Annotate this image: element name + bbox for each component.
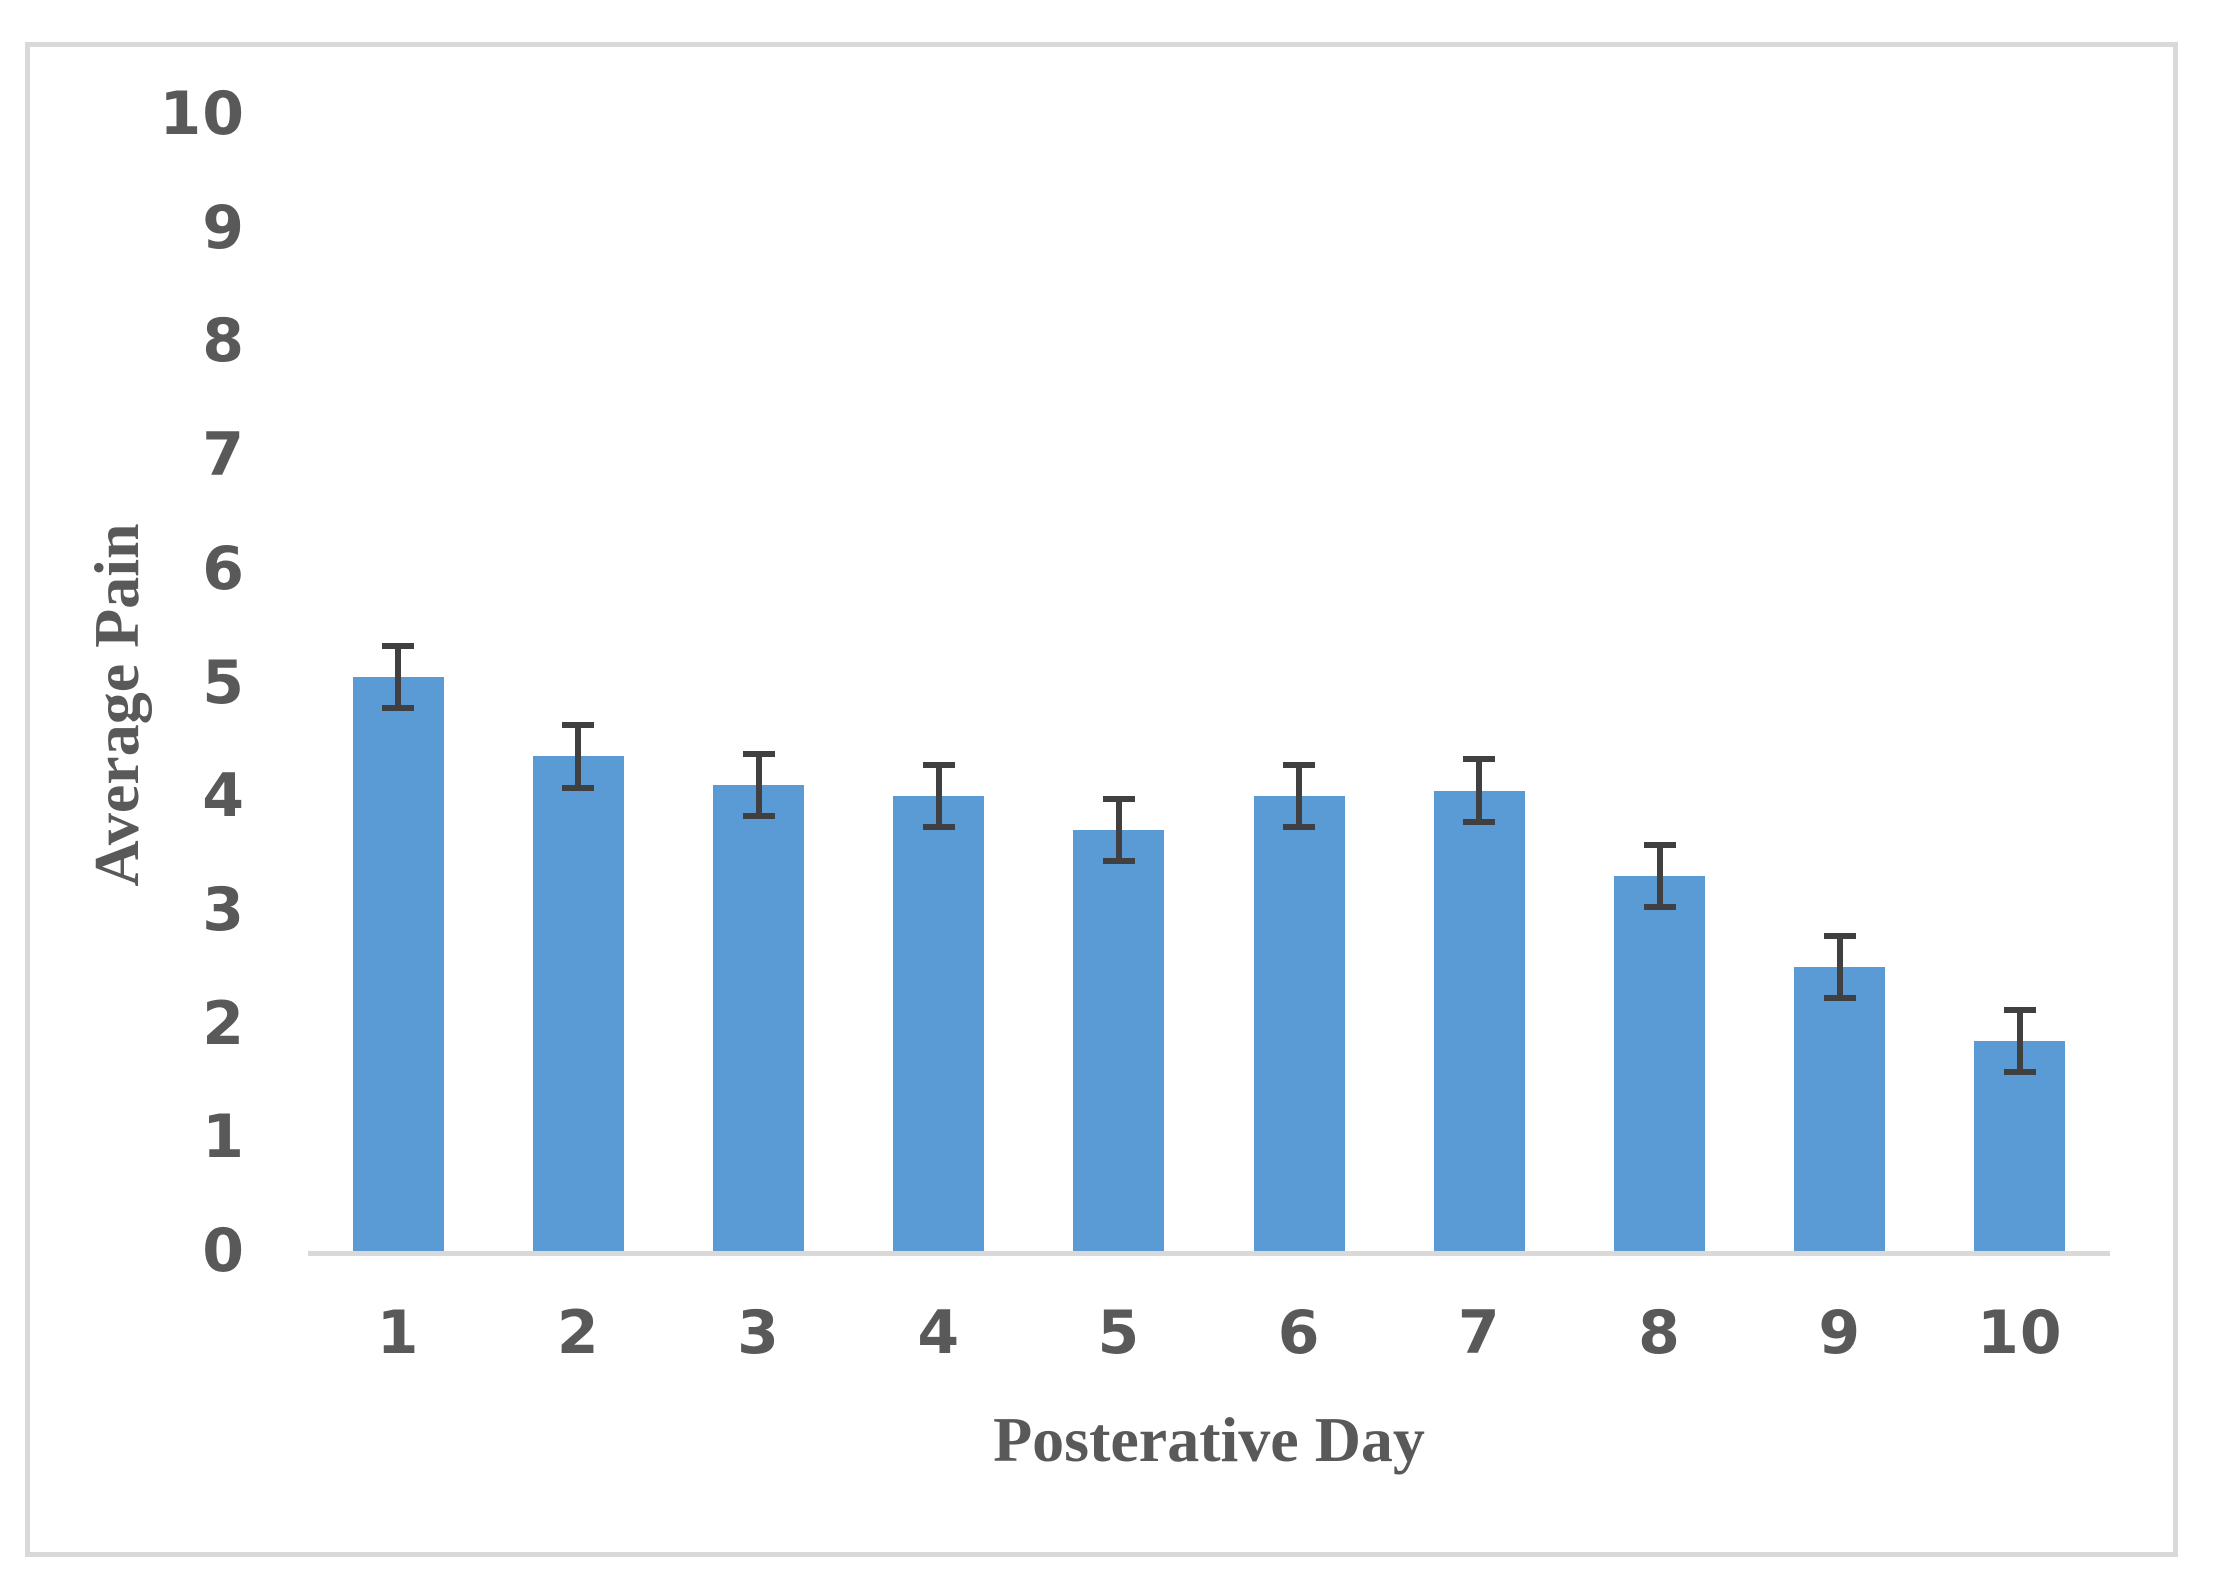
x-tick-label: 4 xyxy=(917,1298,961,1368)
x-tick-label: 5 xyxy=(1097,1298,1141,1368)
error-bar-stem xyxy=(935,762,942,831)
error-bar xyxy=(2003,1006,2036,1075)
error-bar-stem xyxy=(755,750,762,819)
error-bar-stem xyxy=(395,642,402,711)
error-bar-stem xyxy=(1836,932,1843,1001)
bar xyxy=(1794,966,1886,1251)
bar xyxy=(1433,790,1525,1251)
error-bar-stem xyxy=(575,722,582,791)
y-tick-label: 6 xyxy=(202,533,245,604)
y-tick-label: 0 xyxy=(202,1216,245,1286)
x-tick-label: 8 xyxy=(1638,1298,1681,1368)
error-bar xyxy=(1823,932,1856,1001)
error-bar xyxy=(562,722,595,791)
x-tick-label: 7 xyxy=(1457,1298,1501,1368)
y-tick-label: 8 xyxy=(202,306,245,377)
x-tick-label: 2 xyxy=(556,1298,600,1368)
y-tick-label: 1 xyxy=(202,1102,245,1173)
error-bar-stem xyxy=(1476,756,1483,825)
error-bar xyxy=(382,642,415,711)
y-tick-label: 10 xyxy=(159,79,245,149)
x-tick-label: 3 xyxy=(737,1298,780,1368)
error-bar xyxy=(1283,762,1316,831)
x-tick-label: 1 xyxy=(376,1298,420,1368)
bar xyxy=(532,756,624,1251)
x-axis-line xyxy=(308,1251,2110,1256)
error-bar xyxy=(1643,841,1676,910)
y-tick-label: 9 xyxy=(202,192,245,263)
bar xyxy=(1974,1040,2066,1251)
bar xyxy=(893,796,985,1251)
bar xyxy=(1073,830,1165,1251)
y-tick-label: 3 xyxy=(202,874,245,945)
error-bar xyxy=(922,762,955,831)
error-bar xyxy=(742,750,775,819)
y-tick-label: 5 xyxy=(202,647,245,718)
bar xyxy=(1614,875,1705,1251)
error-bar xyxy=(1463,756,1496,825)
bar xyxy=(1253,796,1345,1251)
x-tick-label: 10 xyxy=(1977,1298,2063,1368)
x-axis-title: Posterative Day xyxy=(993,1404,1425,1475)
error-bar-stem xyxy=(1296,762,1303,831)
y-tick-label: 7 xyxy=(202,420,245,491)
y-tick-label: 4 xyxy=(202,761,245,832)
error-bar-stem xyxy=(1115,796,1122,865)
bar xyxy=(713,784,804,1251)
y-tick-label: 2 xyxy=(202,988,245,1059)
error-bar-stem xyxy=(2016,1006,2023,1075)
error-bar xyxy=(1102,796,1135,865)
x-tick-label: 9 xyxy=(1818,1298,1862,1368)
bar xyxy=(352,676,444,1251)
x-tick-label: 6 xyxy=(1277,1298,1321,1368)
error-bar-stem xyxy=(1656,841,1663,910)
